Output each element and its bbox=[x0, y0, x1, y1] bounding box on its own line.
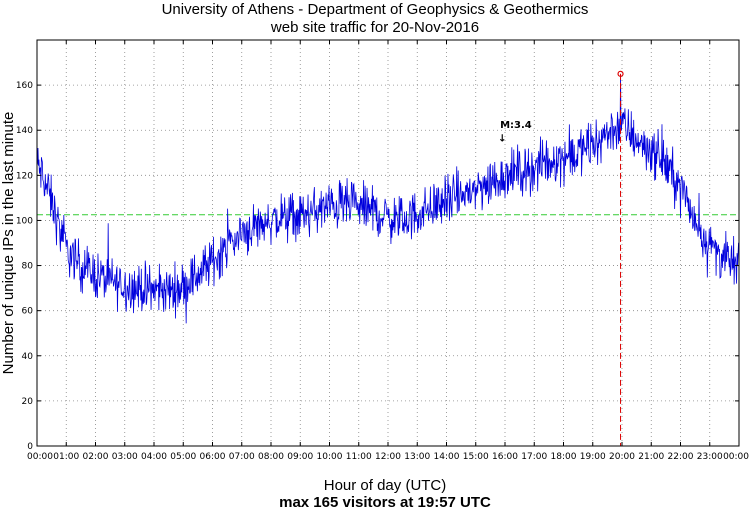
x-tick-label: 10:00 bbox=[317, 452, 343, 462]
max-marker-point bbox=[617, 70, 624, 77]
max-visitors-footer: max 165 visitors at 19:57 UTC bbox=[279, 494, 491, 511]
x-axis-ticks: 00:00 01:00 02:00 03:00 04:00 05:00 06:00 07:00… bbox=[27, 40, 749, 462]
x-tick-label: 19:00 bbox=[580, 452, 606, 462]
x-tick-label: 00:00 bbox=[27, 452, 53, 462]
max-marker-group bbox=[617, 70, 624, 446]
event-annotation: M:3.4 ↓ bbox=[498, 120, 532, 145]
x-tick-label: 07:00 bbox=[229, 452, 255, 462]
series-line-visitors bbox=[36, 73, 739, 324]
x-tick-label: 16:00 bbox=[492, 452, 518, 462]
grid bbox=[37, 39, 739, 446]
event-label: M:3.4 bbox=[500, 120, 532, 131]
x-tick-label: 13:00 bbox=[404, 452, 430, 462]
y-tick-label: 160 bbox=[16, 81, 33, 91]
chart-title-line-1: University of Athens - Department of Geo… bbox=[162, 1, 589, 18]
y-tick-label: 60 bbox=[22, 307, 34, 317]
chart-title-line-2: web site traffic for 20-Nov-2016 bbox=[270, 19, 479, 36]
event-arrow-icon: ↓ bbox=[498, 134, 506, 145]
x-tick-label: 12:00 bbox=[375, 452, 401, 462]
x-tick-label: 00:00 bbox=[723, 452, 749, 462]
y-tick-label: 80 bbox=[22, 262, 34, 272]
x-tick-label: 15:00 bbox=[463, 452, 489, 462]
x-tick-label: 20:00 bbox=[609, 452, 635, 462]
x-tick-label: 23:00 bbox=[697, 452, 723, 462]
y-tick-label: 100 bbox=[16, 216, 33, 226]
y-tick-label: 140 bbox=[16, 126, 33, 136]
y-tick-label: 0 bbox=[27, 442, 33, 452]
y-axis-ticks: 0 20 40 60 80 100 120 140 160 bbox=[16, 81, 739, 452]
y-axis-label: Number of unique IPs in the last minute bbox=[0, 112, 17, 375]
x-tick-label: 06:00 bbox=[200, 452, 226, 462]
x-tick-label: 17:00 bbox=[521, 452, 547, 462]
y-tick-label: 20 bbox=[22, 397, 34, 407]
x-tick-label: 02:00 bbox=[83, 452, 109, 462]
x-axis-label: Hour of day (UTC) bbox=[324, 477, 447, 494]
y-tick-label: 120 bbox=[16, 171, 33, 181]
x-tick-label: 11:00 bbox=[346, 452, 372, 462]
x-tick-label: 08:00 bbox=[258, 452, 284, 462]
series-group bbox=[36, 73, 739, 324]
x-tick-label: 03:00 bbox=[112, 452, 138, 462]
x-tick-label: 09:00 bbox=[287, 452, 313, 462]
x-tick-label: 22:00 bbox=[668, 452, 694, 462]
x-tick-label: 14:00 bbox=[434, 452, 460, 462]
x-tick-label: 05:00 bbox=[170, 452, 196, 462]
y-tick-label: 40 bbox=[22, 352, 34, 362]
x-tick-label: 18:00 bbox=[551, 452, 577, 462]
x-tick-label: 04:00 bbox=[141, 452, 167, 462]
x-tick-label: 01:00 bbox=[53, 452, 79, 462]
x-tick-label: 21:00 bbox=[638, 452, 664, 462]
